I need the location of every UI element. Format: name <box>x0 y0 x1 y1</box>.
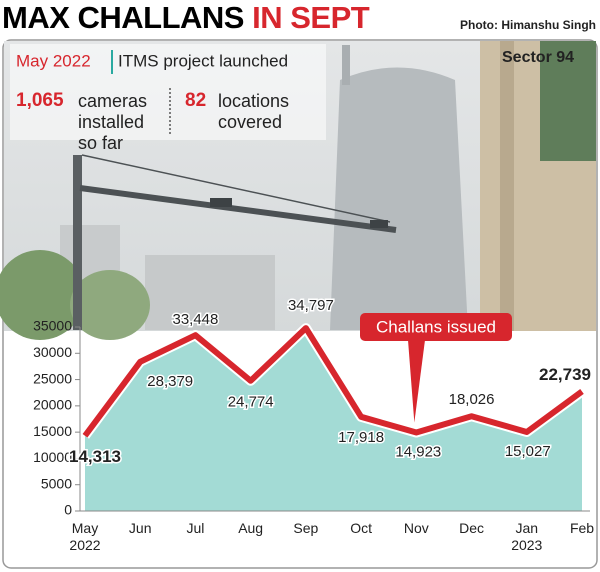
locations-text: locations covered <box>218 91 290 132</box>
y-tick-label: 5000 <box>41 475 72 491</box>
locations-count: 82 <box>185 90 206 111</box>
cameras-count: 1,065 <box>16 90 64 111</box>
x-tick-label: May 2022 <box>69 520 101 553</box>
y-tick-label: 10000 <box>33 449 72 465</box>
y-tick-label: 20000 <box>33 397 72 413</box>
info-box <box>10 44 326 140</box>
value-label: 14,923 <box>395 444 441 461</box>
x-tick-label: Dec <box>459 520 484 536</box>
legend-box <box>360 313 512 341</box>
value-label: 34,797 <box>288 297 334 314</box>
x-tick-label: Feb <box>569 520 595 536</box>
x-tick-label: Jun <box>128 520 152 536</box>
value-label: 24,774 <box>228 394 274 411</box>
value-label: 15,027 <box>505 443 551 460</box>
cameras-text: cameras installed so far <box>78 91 148 153</box>
line <box>82 325 584 438</box>
value-label: 14,313 <box>69 447 121 466</box>
photo-credit: Photo: Himanshu Singh <box>460 18 596 32</box>
info-event: ITMS project launched <box>118 51 288 70</box>
value-label: 28,379 <box>147 373 193 390</box>
location-label: Sector 94 <box>502 49 574 66</box>
area <box>85 328 582 511</box>
callout-pointer <box>408 340 425 423</box>
title: MAX CHALLANS IN SEPT <box>2 0 370 36</box>
value-label: 33,448 <box>172 311 218 328</box>
x-tick-label: Nov <box>403 520 429 536</box>
title-main: MAX CHALLANS <box>2 0 245 35</box>
x-tick-label: Aug <box>238 520 264 536</box>
x-tick-label: Jan 2023 <box>511 520 543 553</box>
info-date: May 2022 <box>16 51 91 70</box>
y-tick-label: 35000 <box>33 318 72 334</box>
value-label: 22,739 <box>539 365 591 384</box>
value-label: 18,026 <box>449 391 495 408</box>
y-tick-label: 15000 <box>33 423 72 439</box>
title-highlight: IN SEPT <box>252 0 370 35</box>
x-tick-label: Sep <box>293 520 319 536</box>
y-tick-label: 0 <box>64 502 72 518</box>
x-tick-label: Oct <box>350 520 372 536</box>
legend-label: Challans issued <box>376 317 496 336</box>
value-label: 17,918 <box>338 429 384 446</box>
y-tick-label: 30000 <box>33 344 72 360</box>
y-tick-label: 25000 <box>33 370 72 386</box>
x-tick-label: Jul <box>186 520 205 536</box>
